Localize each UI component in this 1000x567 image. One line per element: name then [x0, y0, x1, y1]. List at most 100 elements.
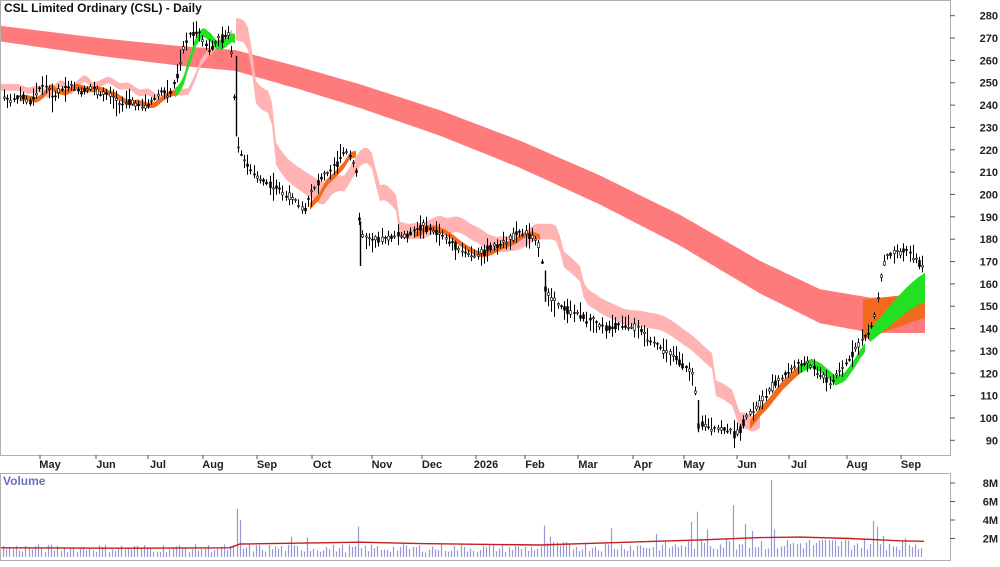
- price-bar-body: [297, 205, 300, 207]
- price-bar-body: [790, 367, 793, 370]
- short-term-ma-band-2: [310, 150, 356, 210]
- price-bar-body: [141, 106, 144, 109]
- price-bar-body: [294, 199, 297, 201]
- price-bar-body: [723, 427, 726, 431]
- price-bar-body: [803, 363, 806, 365]
- y-tick-label: 90: [986, 435, 998, 447]
- price-bar-body: [304, 207, 307, 212]
- y-tick-label: 240: [980, 100, 998, 112]
- price-bar-body: [381, 236, 384, 242]
- price-bar-body: [640, 328, 643, 332]
- price-bar-body: [352, 162, 355, 164]
- price-bar-body: [406, 233, 409, 238]
- price-bar-body: [531, 235, 534, 239]
- y-tick-label: 200: [980, 189, 998, 201]
- price-bar-body: [678, 359, 681, 366]
- price-bar-body: [73, 89, 76, 91]
- price-bar-body: [163, 90, 166, 94]
- price-bar-body: [505, 242, 508, 245]
- price-bar-body: [547, 292, 550, 296]
- x-tick-label: 2026: [474, 459, 498, 471]
- price-bar-body: [182, 46, 185, 50]
- price-bar-body: [793, 366, 796, 369]
- x-tick-label: Aug: [846, 459, 867, 471]
- long-term-ma-band: [0, 25, 925, 334]
- volume-bars: [2, 480, 923, 557]
- price-bar-body: [832, 379, 835, 382]
- price-bar-body: [902, 248, 905, 253]
- price-bar-body: [537, 242, 540, 249]
- price-bar-body: [758, 400, 761, 408]
- price-bar-body: [489, 245, 492, 250]
- x-tick-label: Mar: [578, 459, 598, 471]
- short-term-ma-band-1: [175, 28, 235, 98]
- price-bar-body: [896, 250, 899, 252]
- y-tick-label: 110: [980, 391, 998, 403]
- volume-tick-label: 8M: [983, 478, 998, 490]
- price-bar-body: [310, 190, 313, 193]
- price-bar-body: [189, 32, 192, 35]
- price-bar-body: [800, 363, 803, 366]
- price-bar-body: [217, 35, 220, 38]
- price-bar-body: [777, 377, 780, 381]
- price-bar-body: [320, 176, 323, 180]
- price-bar-body: [729, 428, 732, 431]
- price-bar-body: [358, 217, 361, 221]
- price-bar-body: [553, 297, 556, 302]
- price-bar-body: [464, 251, 467, 254]
- volume-average-line: [0, 536, 925, 549]
- x-tick-label: Sep: [257, 459, 277, 471]
- y-tick-label: 260: [980, 55, 998, 67]
- price-bar-body: [880, 274, 883, 278]
- price-bar-body: [13, 98, 16, 100]
- price-bar-body: [512, 232, 515, 241]
- y-tick-label: 180: [980, 234, 998, 246]
- price-bar-body: [877, 297, 880, 299]
- price-bar-body: [67, 86, 70, 88]
- price-bar-body: [397, 232, 400, 237]
- price-bar-body: [829, 383, 832, 386]
- price-bar-body: [144, 105, 147, 109]
- price-bar-body: [496, 244, 499, 248]
- y-tick-label: 210: [980, 167, 998, 179]
- price-bar-body: [905, 249, 908, 251]
- x-tick-label: Apr: [634, 459, 654, 471]
- price-bar-body: [422, 222, 425, 226]
- price-bar-body: [29, 100, 32, 105]
- price-bar-body: [563, 306, 566, 311]
- y-tick-label: 140: [980, 324, 998, 336]
- price-bar-body: [541, 261, 544, 264]
- price-bar-body: [157, 93, 160, 97]
- price-bar-body: [259, 178, 262, 181]
- price-bar-body: [473, 255, 476, 258]
- price-bar-body: [96, 88, 99, 96]
- price-bar-body: [419, 225, 422, 231]
- y-tick-label: 220: [980, 145, 998, 157]
- price-bar-body: [867, 332, 870, 335]
- medium-term-ma-band-early: [0, 29, 232, 103]
- x-tick-label: Jun: [737, 459, 757, 471]
- price-bar-body: [153, 98, 156, 100]
- price-bar-body: [176, 73, 179, 79]
- price-bar-body: [425, 226, 428, 233]
- price-bar-body: [339, 157, 342, 159]
- price-bar-body: [237, 146, 240, 149]
- price-bar-body: [77, 88, 80, 92]
- short-term-ma-band-3: [414, 224, 540, 258]
- price-bar-body: [624, 325, 627, 328]
- price-bar-body: [525, 230, 528, 235]
- price-bar-body: [838, 369, 841, 372]
- price-bar-body: [521, 234, 524, 236]
- price-bar-body: [230, 51, 233, 54]
- price-bar-body: [195, 31, 198, 35]
- price-bar-body: [557, 303, 560, 306]
- price-bar-body: [749, 411, 752, 415]
- price-bar-body: [550, 297, 553, 302]
- volume-average-line: [0, 536, 925, 549]
- price-bar-body: [243, 159, 246, 162]
- price-bar-body: [269, 181, 272, 188]
- y-tick-label: 230: [980, 122, 998, 134]
- price-bar-body: [486, 245, 489, 252]
- price-bar-body: [438, 232, 441, 235]
- price-bar-body: [870, 325, 873, 328]
